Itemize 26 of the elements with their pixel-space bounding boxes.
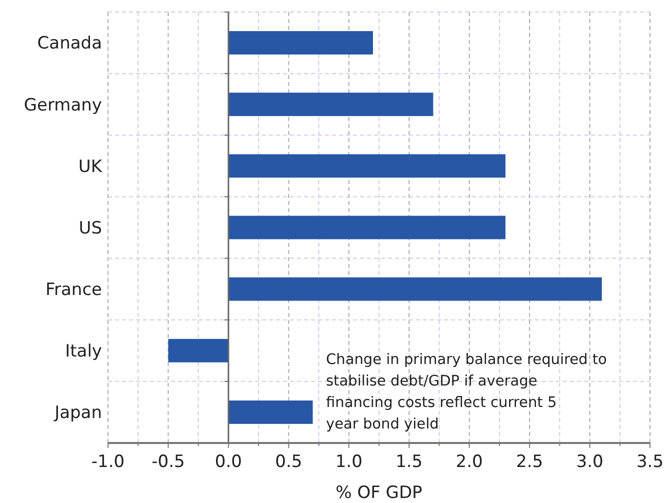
x-tick-label: 2.5 bbox=[516, 452, 544, 472]
x-tick-label: 3.5 bbox=[636, 452, 664, 472]
x-tick-label: 3.0 bbox=[576, 452, 604, 472]
bar bbox=[228, 31, 373, 54]
bar bbox=[228, 277, 602, 301]
y-tick-label: Italy bbox=[65, 342, 102, 362]
bar bbox=[228, 400, 313, 424]
y-tick-label: France bbox=[45, 280, 102, 300]
bar bbox=[228, 92, 434, 116]
bar bbox=[228, 154, 506, 178]
x-tick-label: -1.0 bbox=[91, 452, 125, 472]
y-tick-label: Canada bbox=[37, 34, 102, 54]
x-tick-label: 1.5 bbox=[396, 452, 423, 472]
y-tick-label: Japan bbox=[54, 403, 102, 424]
x-tick-label: 0.5 bbox=[275, 452, 302, 472]
x-tick-label: 1.0 bbox=[335, 452, 362, 472]
x-tick-label: 0.0 bbox=[214, 452, 242, 472]
y-tick-label: UK bbox=[78, 156, 103, 177]
y-tick-label: US bbox=[78, 218, 102, 238]
x-axis-title: % OF GDP bbox=[336, 483, 422, 503]
annotation: Change in primary balance required to stabilise debt/GDP if average financing costs reflect current 5 year bond yield bbox=[326, 352, 608, 432]
x-tick-label: 2.0 bbox=[456, 452, 483, 472]
bar bbox=[228, 216, 506, 240]
bar bbox=[168, 338, 228, 362]
x-tick-label: -0.5 bbox=[152, 452, 185, 472]
y-tick-label: Germany bbox=[24, 95, 102, 116]
